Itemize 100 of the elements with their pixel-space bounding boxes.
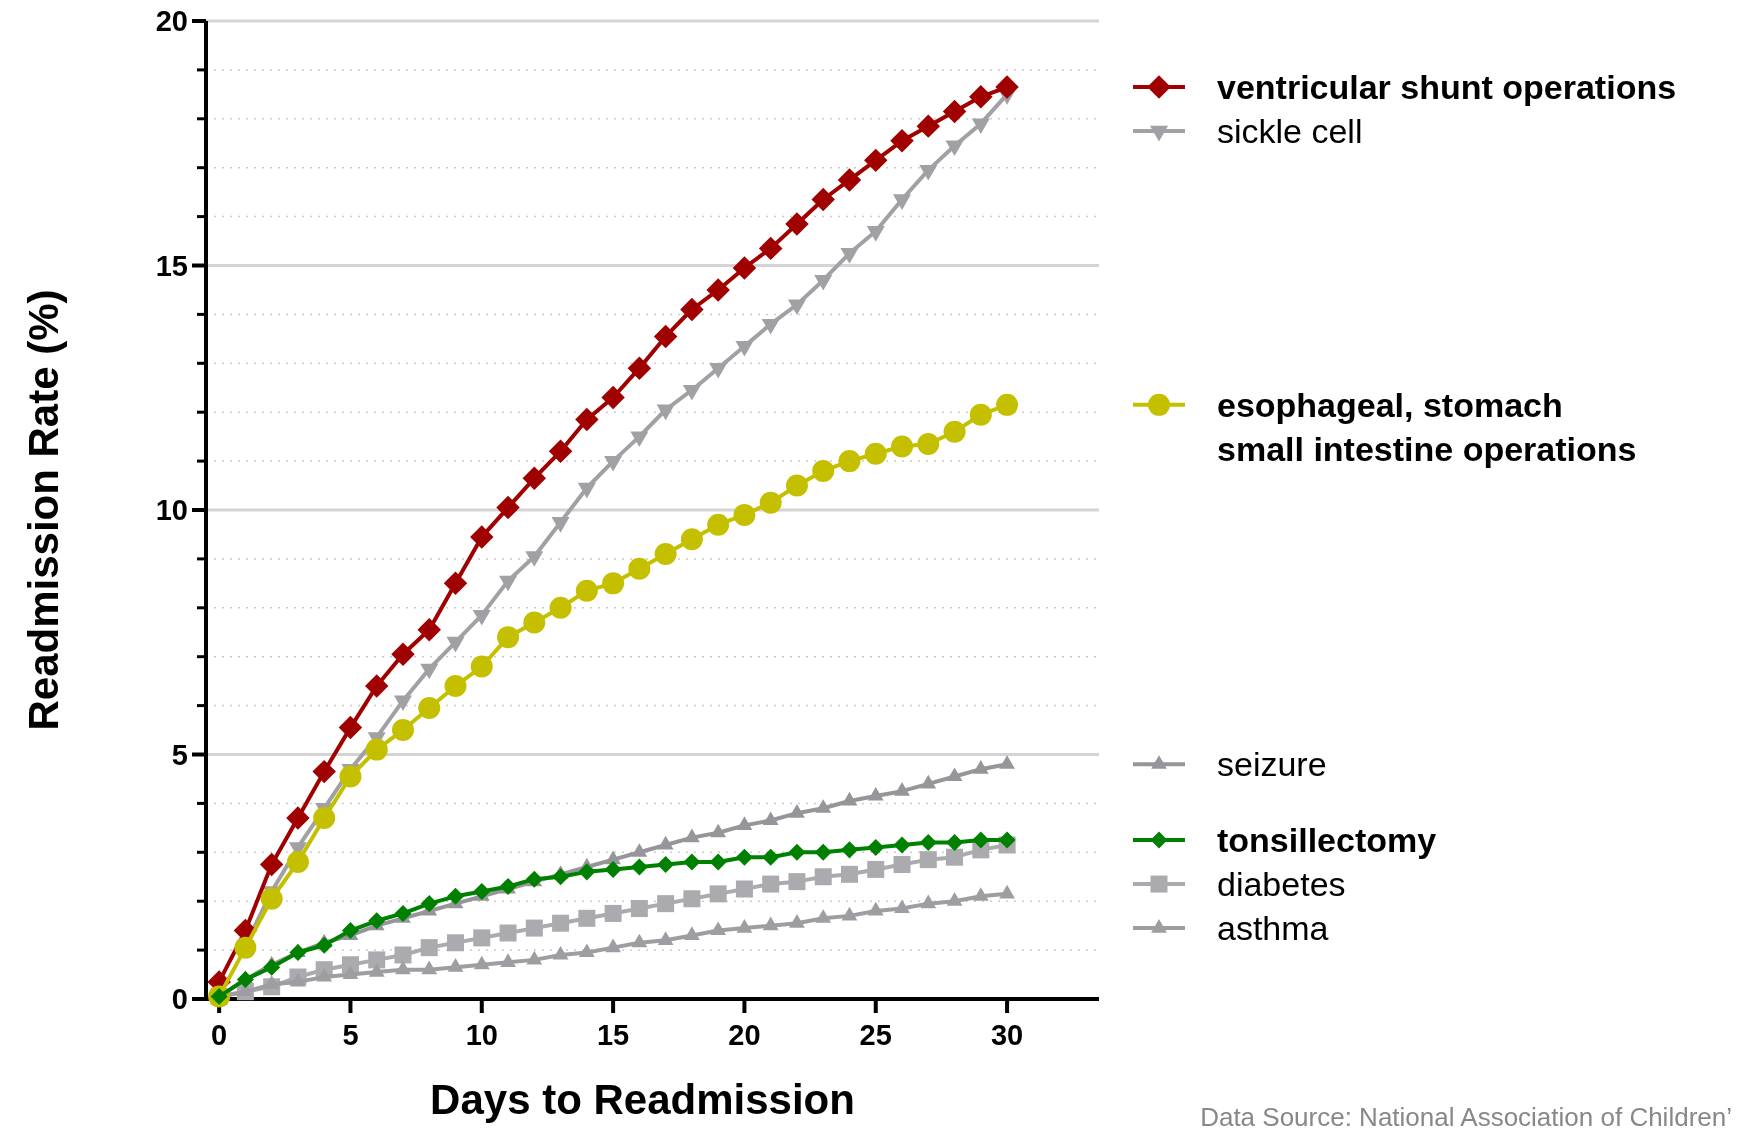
point bbox=[683, 890, 701, 908]
point bbox=[236, 970, 254, 988]
point bbox=[838, 450, 861, 473]
point bbox=[604, 904, 622, 922]
point bbox=[602, 572, 625, 595]
point bbox=[789, 914, 805, 928]
point bbox=[840, 865, 858, 883]
legend-label: asthma bbox=[1217, 908, 1329, 947]
point bbox=[864, 148, 888, 173]
point bbox=[653, 324, 678, 349]
point bbox=[657, 895, 675, 913]
point bbox=[604, 860, 622, 878]
point bbox=[788, 873, 806, 891]
point bbox=[631, 843, 648, 857]
point bbox=[680, 297, 704, 322]
point bbox=[473, 882, 491, 900]
point bbox=[891, 435, 914, 458]
point bbox=[338, 715, 363, 740]
point bbox=[916, 114, 941, 138]
point bbox=[395, 960, 411, 975]
point bbox=[368, 962, 385, 977]
point bbox=[654, 543, 677, 566]
point bbox=[630, 858, 648, 876]
legend-label: esophageal, stomach small intestine operations bbox=[1217, 385, 1637, 468]
point bbox=[446, 887, 465, 905]
x-tick-label: 0 bbox=[211, 1019, 228, 1051]
point bbox=[286, 806, 310, 830]
point bbox=[920, 774, 937, 789]
point bbox=[315, 936, 333, 954]
point bbox=[605, 938, 621, 953]
point bbox=[601, 385, 625, 410]
point bbox=[417, 618, 441, 642]
point bbox=[946, 767, 963, 782]
point bbox=[526, 950, 543, 965]
point bbox=[286, 851, 309, 874]
point bbox=[470, 525, 494, 549]
point bbox=[789, 804, 805, 818]
point bbox=[894, 899, 910, 914]
point bbox=[263, 958, 281, 976]
point bbox=[999, 884, 1015, 899]
point bbox=[578, 909, 596, 927]
point bbox=[840, 841, 859, 859]
point bbox=[496, 495, 520, 520]
y-tick-label: 15 bbox=[155, 249, 188, 282]
point bbox=[394, 904, 412, 922]
point bbox=[890, 129, 914, 153]
point bbox=[312, 759, 336, 784]
point bbox=[683, 853, 701, 871]
point bbox=[313, 807, 336, 830]
point bbox=[893, 836, 911, 854]
point bbox=[500, 953, 516, 967]
point bbox=[548, 439, 573, 464]
point bbox=[707, 513, 730, 536]
point bbox=[552, 914, 570, 932]
point bbox=[630, 900, 648, 918]
point bbox=[706, 278, 730, 302]
point bbox=[394, 946, 412, 964]
y-tick-label: 0 bbox=[171, 983, 188, 1016]
point bbox=[657, 835, 674, 850]
point bbox=[420, 895, 438, 913]
point bbox=[735, 880, 753, 898]
point bbox=[867, 860, 885, 878]
point bbox=[867, 901, 884, 916]
point bbox=[473, 929, 491, 947]
point bbox=[946, 892, 963, 906]
point bbox=[972, 887, 989, 901]
point bbox=[339, 765, 362, 788]
legend-label: seizure bbox=[1217, 745, 1327, 784]
point bbox=[497, 626, 520, 649]
point bbox=[578, 943, 595, 958]
point bbox=[762, 848, 780, 866]
y-tick-label: 20 bbox=[155, 5, 188, 38]
x-tick-label: 5 bbox=[342, 1019, 359, 1051]
point bbox=[943, 420, 966, 443]
point bbox=[969, 85, 993, 109]
point bbox=[447, 958, 464, 972]
point bbox=[290, 972, 306, 987]
point bbox=[709, 885, 727, 903]
point bbox=[421, 960, 438, 975]
point bbox=[841, 906, 858, 921]
point bbox=[657, 931, 674, 945]
point bbox=[996, 393, 1019, 416]
point bbox=[420, 939, 438, 957]
y-axis-title: Readmission Rate (%) bbox=[20, 289, 67, 731]
point bbox=[841, 791, 858, 806]
legend-label: ventricular shunt operations bbox=[1217, 67, 1677, 106]
point bbox=[341, 922, 359, 940]
point bbox=[972, 831, 990, 849]
point bbox=[920, 894, 937, 909]
x-axis-title: Days to Readmission bbox=[430, 1076, 855, 1123]
point bbox=[785, 212, 809, 236]
point bbox=[368, 951, 386, 969]
point bbox=[762, 875, 780, 893]
point bbox=[657, 855, 675, 874]
point bbox=[812, 459, 835, 482]
point bbox=[522, 466, 547, 490]
point bbox=[733, 503, 756, 526]
legend-label: tonsillectomy bbox=[1217, 820, 1437, 859]
point bbox=[788, 843, 806, 861]
legend-label: sickle cell bbox=[1217, 111, 1363, 150]
